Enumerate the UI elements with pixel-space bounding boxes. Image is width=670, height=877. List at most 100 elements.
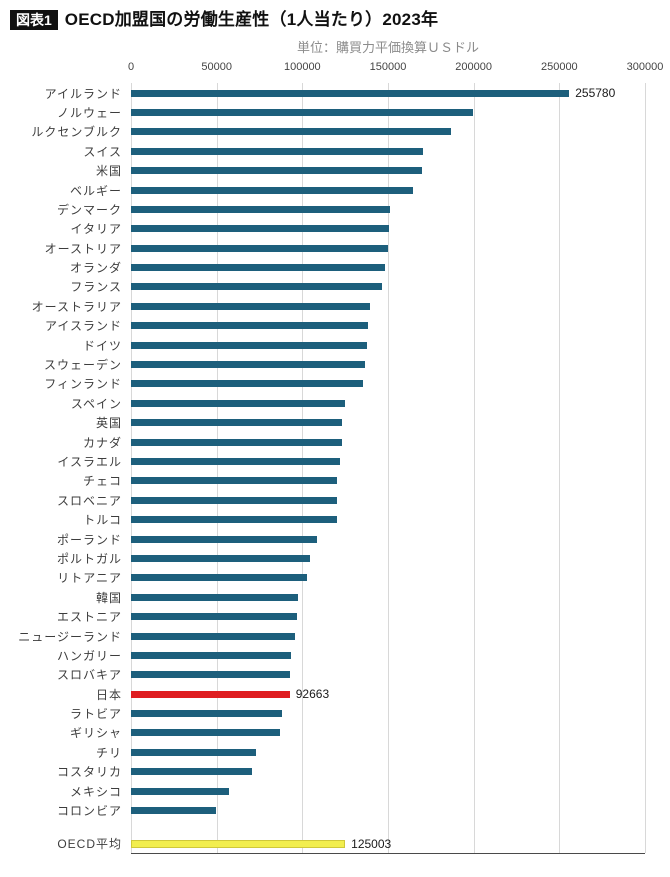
bar-row: コスタリカ bbox=[8, 762, 645, 781]
category-label: トルコ bbox=[83, 513, 122, 528]
bar-track bbox=[131, 510, 645, 529]
bar bbox=[131, 690, 290, 698]
bar bbox=[131, 710, 282, 718]
category-label: カナダ bbox=[82, 435, 122, 450]
bar-track bbox=[131, 103, 645, 122]
category-label: 米国 bbox=[95, 164, 122, 179]
page-title: OECD加盟国の労働生産性（1人当たり）2023年 bbox=[64, 10, 439, 29]
bar-row: ノルウェー bbox=[8, 103, 645, 122]
x-tick-label: 0 bbox=[127, 61, 135, 74]
bar bbox=[131, 496, 337, 504]
bar-rows: アイルランド 255780 ノルウェー ルクセンブルク スイス 米国 ベルギー デンマーク イタ… bbox=[8, 83, 645, 853]
bar-row: チリ bbox=[8, 743, 645, 762]
bar-track bbox=[131, 200, 645, 219]
bar-row: ニュージーランド bbox=[8, 626, 645, 645]
bar-track bbox=[131, 529, 645, 548]
category-label: チェコ bbox=[82, 474, 122, 489]
bar-track bbox=[131, 491, 645, 510]
category-label: ドイツ bbox=[82, 338, 122, 353]
bar-track bbox=[131, 394, 645, 413]
bar-row: スペイン bbox=[8, 394, 645, 413]
category-label: イスラエル bbox=[57, 455, 122, 469]
bar-row: ルクセンブルク bbox=[8, 122, 645, 141]
category-label: 英国 bbox=[95, 416, 122, 431]
category-label: スウェーデン bbox=[43, 358, 122, 373]
bar-row: ギリシャ bbox=[8, 723, 645, 742]
x-tick-label: 300000 bbox=[626, 61, 664, 74]
bar-row: スウェーデン bbox=[8, 355, 645, 374]
bar-row: ポーランド bbox=[8, 529, 645, 548]
header: 図表1 OECD加盟国の労働生産性（1人当たり）2023年 bbox=[10, 10, 645, 31]
category-label: リトアニア bbox=[57, 571, 122, 586]
category-label: ニュージーランド bbox=[18, 629, 122, 644]
value-label: 255780 bbox=[575, 86, 616, 101]
bar-row: チェコ bbox=[8, 471, 645, 490]
bar-track bbox=[131, 471, 645, 490]
bar bbox=[131, 632, 295, 640]
bar-row: フィンランド bbox=[8, 374, 645, 393]
bar-row: 英国 bbox=[8, 413, 645, 432]
bar bbox=[131, 322, 369, 330]
bar-track bbox=[131, 665, 645, 684]
bar bbox=[131, 613, 298, 621]
category-label: 日本 bbox=[95, 687, 122, 702]
bar bbox=[131, 671, 290, 679]
category-label: スペイン bbox=[70, 396, 122, 411]
bar-row: OECD平均 125003 bbox=[8, 834, 645, 853]
bar bbox=[131, 89, 570, 97]
category-label: OECD平均 bbox=[57, 837, 122, 852]
bar-track bbox=[131, 549, 645, 568]
bar-track bbox=[131, 723, 645, 742]
category-label: オーストリア bbox=[44, 241, 122, 256]
x-tick-label: 250000 bbox=[540, 61, 578, 74]
bar bbox=[131, 205, 390, 213]
bar-track bbox=[131, 355, 645, 374]
bar-track bbox=[131, 335, 645, 354]
bar-track bbox=[131, 704, 645, 723]
bar bbox=[131, 167, 423, 175]
bar-row: 日本 92663 bbox=[8, 685, 645, 704]
bar-track bbox=[131, 316, 645, 335]
x-tick-label: 50000 bbox=[201, 61, 232, 74]
category-label: オランダ bbox=[69, 261, 122, 276]
bar bbox=[131, 768, 252, 776]
bar-track bbox=[131, 258, 645, 277]
x-tick-label: 200000 bbox=[455, 61, 493, 74]
bar bbox=[131, 302, 370, 310]
category-label: コロンビア bbox=[56, 804, 122, 819]
bar bbox=[131, 244, 388, 252]
bar-track bbox=[131, 142, 645, 161]
bar bbox=[131, 380, 364, 388]
category-label: ラトビア bbox=[69, 707, 122, 722]
bar bbox=[131, 651, 292, 659]
bar bbox=[131, 399, 346, 407]
bar bbox=[131, 593, 299, 601]
bar-track bbox=[131, 219, 645, 238]
bar-track bbox=[131, 801, 645, 820]
bar-row: ポルトガル bbox=[8, 549, 645, 568]
x-axis: 0 50000 100000 150000 200000 250000 300000 bbox=[8, 60, 663, 78]
bar-row: スロベニア bbox=[8, 491, 645, 510]
bar-row: 米国 bbox=[8, 161, 645, 180]
bar-track bbox=[131, 626, 645, 645]
bar-row: ベルギー bbox=[8, 180, 645, 199]
bar-track bbox=[131, 374, 645, 393]
bar bbox=[131, 438, 342, 446]
category-label: ハンガリー bbox=[56, 648, 122, 663]
category-label: アイルランド bbox=[44, 86, 122, 101]
bar-track bbox=[131, 607, 645, 626]
bar-track: 92663 bbox=[131, 685, 645, 704]
x-tick-label: 100000 bbox=[283, 61, 321, 74]
bar-row: オーストリア bbox=[8, 239, 645, 258]
bar bbox=[131, 225, 389, 233]
category-label: エストニア bbox=[56, 610, 122, 625]
bar bbox=[131, 186, 413, 194]
bar-row: デンマーク bbox=[8, 200, 645, 219]
bar-row: アイルランド 255780 bbox=[8, 83, 645, 102]
bar bbox=[131, 458, 341, 465]
bar-track bbox=[131, 762, 645, 781]
category-label: ルクセンブルク bbox=[31, 125, 122, 140]
axis-spacer bbox=[8, 60, 131, 78]
bar-row: リトアニア bbox=[8, 568, 645, 587]
